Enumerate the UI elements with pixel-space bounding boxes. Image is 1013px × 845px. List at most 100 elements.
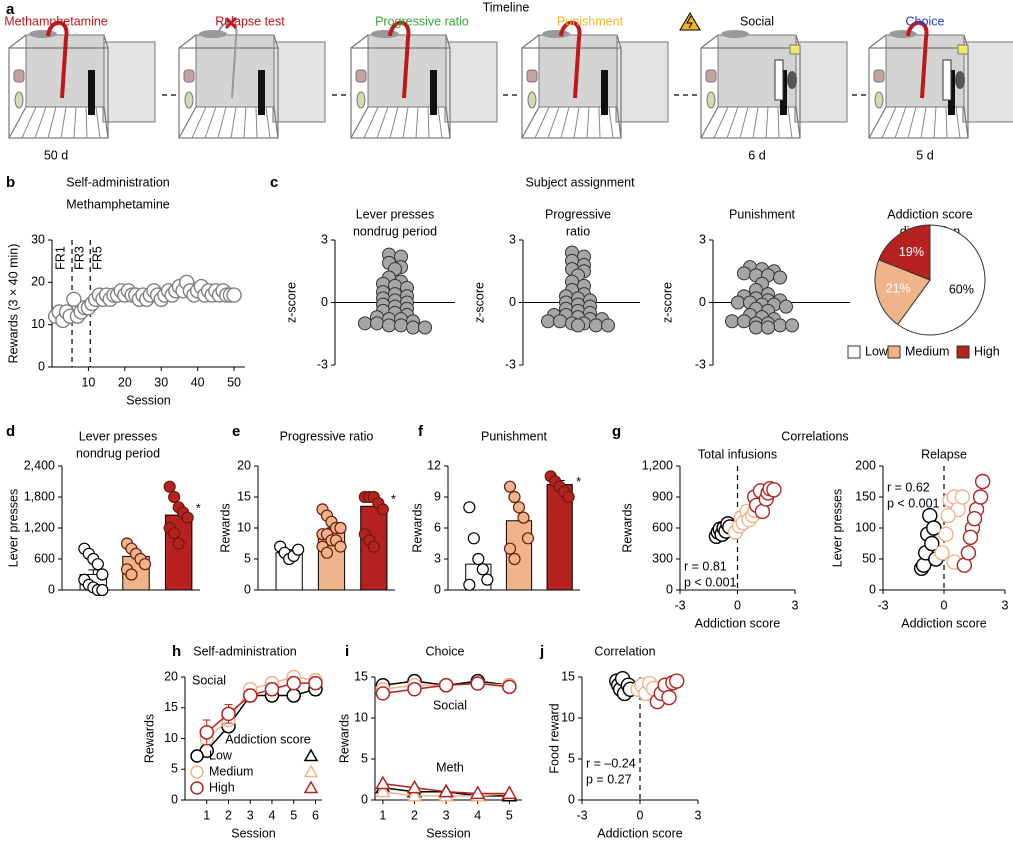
chamber <box>700 30 848 139</box>
x-tick-label: 5 <box>290 808 297 822</box>
header: Correlations <box>781 429 848 443</box>
panel-letter: h <box>172 643 181 660</box>
pie-slice <box>874 259 931 326</box>
x-tick-label: 3 <box>443 808 450 822</box>
marker <box>469 785 486 800</box>
y-tick-label: 100 <box>855 520 876 534</box>
chart-title: Progressive <box>545 207 611 221</box>
y-tick-label: 15 <box>561 669 575 683</box>
stage-duration: 6 d <box>748 148 765 162</box>
y-tick-label: 3 <box>699 232 706 246</box>
infusion-line <box>906 20 929 99</box>
chart-title: Punishment <box>729 207 796 221</box>
point <box>972 489 989 505</box>
legend-label: Low <box>209 748 233 762</box>
y-axis-label: z-score <box>472 282 486 323</box>
stage-duration: 5 d <box>916 148 933 162</box>
marker <box>303 748 319 762</box>
chart-title: Correlation <box>594 644 655 658</box>
y-axis-label: z-score <box>660 282 674 323</box>
y-axis-label: Lever presses <box>830 489 844 568</box>
y-tick-label: 900 <box>652 489 673 503</box>
chart-title: Self-administration <box>66 175 170 189</box>
dot <box>172 537 185 550</box>
dot <box>334 521 347 535</box>
panel-letter: j <box>539 643 544 660</box>
legend-swatch <box>847 345 861 359</box>
x-axis-label: Addiction score <box>695 616 781 630</box>
y-tick-label: -3 <box>317 357 328 371</box>
y-tick-label: 15 <box>237 489 251 503</box>
y-tick-label: 50 <box>862 551 876 565</box>
legend-label: Medium <box>209 764 253 778</box>
legend-label: Low <box>865 344 889 358</box>
warning-icon <box>679 12 701 31</box>
x-tick-label: 4 <box>474 808 481 822</box>
dot <box>320 546 334 559</box>
marker <box>375 775 391 790</box>
y-tick-label: 3 <box>434 551 441 565</box>
x-tick-label: -3 <box>576 808 587 822</box>
marker <box>190 749 204 763</box>
dot <box>503 480 517 493</box>
dot <box>553 314 567 329</box>
stage-label: Punishment <box>557 14 624 28</box>
y-tick-label: 600 <box>652 520 673 534</box>
panel-letter: i <box>345 643 349 660</box>
annotation: Social <box>192 673 226 687</box>
point <box>926 520 942 536</box>
infusion-line <box>388 20 411 99</box>
chambers <box>8 12 1013 139</box>
point <box>940 507 956 524</box>
y-tick-label: 0 <box>244 582 251 596</box>
dot <box>292 543 305 556</box>
y-tick-label: 0 <box>48 582 55 596</box>
dot <box>472 552 485 566</box>
y-tick-label: 20 <box>31 275 45 289</box>
y-tick-label: 0 <box>509 295 516 309</box>
dot <box>138 558 152 571</box>
stage-duration: 50 d <box>44 148 68 162</box>
y-tick-label: 9 <box>434 489 441 503</box>
dot <box>370 316 384 331</box>
phase-label: FR5 <box>90 246 104 270</box>
dot <box>601 318 615 333</box>
social-door <box>942 59 952 101</box>
dot <box>503 542 517 555</box>
panel-letter: a <box>6 1 15 18</box>
y-axis-label: Lever presses <box>6 489 20 568</box>
y-tick-label: 5 <box>171 762 178 776</box>
chart-title: Progressive ratio <box>280 429 374 443</box>
y-tick-label: 600 <box>34 551 55 565</box>
dot <box>181 511 194 524</box>
y-tick-label: 30 <box>31 232 45 246</box>
marker <box>190 781 204 795</box>
chart-title: Lever presses <box>356 207 435 221</box>
y-tick-label: -3 <box>695 357 706 371</box>
y-tick-label: 6 <box>434 520 441 534</box>
chart-title: Addiction score <box>887 207 973 221</box>
dot <box>725 314 739 329</box>
dot <box>467 532 480 545</box>
marker <box>286 675 301 691</box>
infusion-line <box>46 20 69 99</box>
chart-title: Self-administration <box>193 644 297 658</box>
y-tick-label: 20 <box>164 669 178 683</box>
y-tick-label: 2,400 <box>24 458 55 472</box>
dot <box>418 320 432 335</box>
y-axis-label: Rewards (3 × 40 min) <box>6 244 20 364</box>
y-tick-label: 10 <box>354 710 368 724</box>
chart-title: Relapse <box>921 447 967 461</box>
y-tick-label: 15 <box>354 669 368 683</box>
y-tick-label: 5 <box>361 751 368 765</box>
y-tick-label: 150 <box>855 489 876 503</box>
y-tick-label: 15 <box>164 700 178 714</box>
y-tick-label: 12 <box>427 458 441 472</box>
x-axis-label: Addiction score <box>901 616 987 630</box>
y-axis-label: Rewards <box>337 714 351 763</box>
x-tick-label: 3 <box>1002 598 1009 612</box>
point <box>974 473 991 490</box>
chamber <box>521 30 669 139</box>
marker <box>375 783 391 798</box>
significance: * <box>576 475 581 489</box>
